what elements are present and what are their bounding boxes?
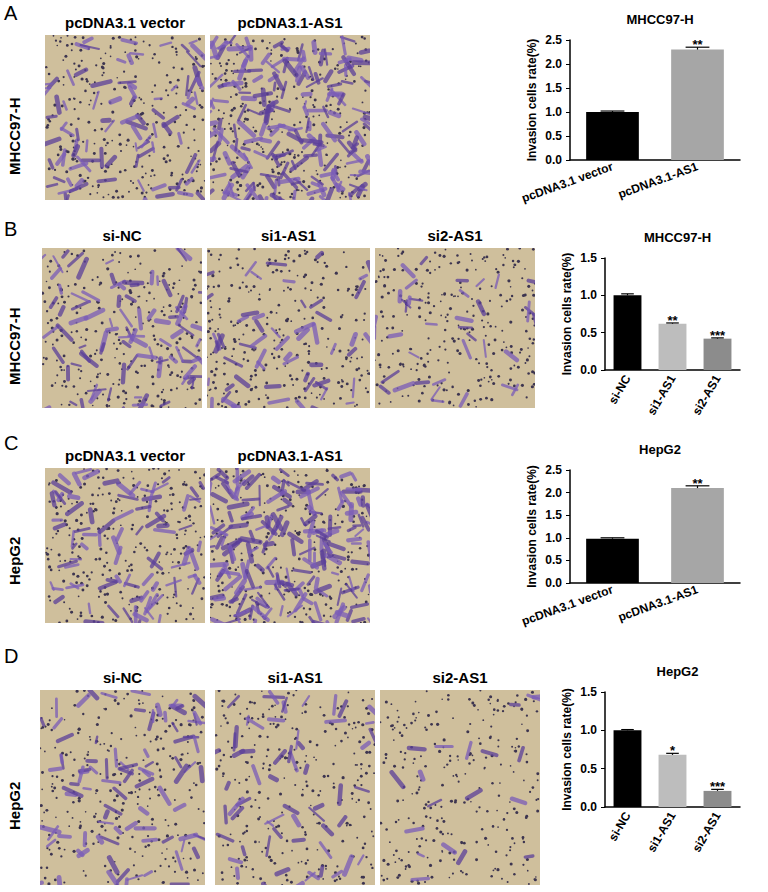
svg-text:HepG2: HepG2 (657, 664, 699, 679)
svg-text:**: ** (667, 313, 678, 328)
svg-text:2.0: 2.0 (545, 486, 562, 500)
svg-text:Invasion cells rate(%): Invasion cells rate(%) (560, 253, 574, 376)
svg-text:1.0: 1.0 (580, 288, 597, 302)
html-text:B: B (4, 218, 18, 240)
svg-text:si2-AS1: si2-AS1 (689, 809, 723, 854)
svg-text:0.5: 0.5 (580, 326, 597, 340)
svg-text:1.5: 1.5 (545, 508, 562, 522)
html-text:si-NC: si-NC (102, 669, 143, 686)
svg-text:si-NC: si-NC (606, 372, 634, 406)
html-text:D: D (4, 645, 19, 667)
svg-text:si1-AS1: si1-AS1 (644, 372, 678, 417)
svg-text:pcDNA3.1 vector: pcDNA3.1 vector (520, 159, 615, 205)
svg-text:pcDNA3.1-AS1: pcDNA3.1-AS1 (616, 159, 700, 201)
svg-text:MHCC97-H: MHCC97-H (626, 12, 693, 27)
svg-text:0.0: 0.0 (545, 576, 562, 590)
svg-text:si-NC: si-NC (606, 809, 634, 843)
svg-text:Invasion cells rate(%): Invasion cells rate(%) (525, 39, 539, 162)
svg-text:***: *** (710, 328, 726, 343)
svg-text:Invasion cells rate(%): Invasion cells rate(%) (525, 465, 539, 588)
svg-text:2.5: 2.5 (545, 463, 562, 477)
svg-text:2.0: 2.0 (545, 57, 562, 71)
svg-text:0.0: 0.0 (580, 800, 597, 814)
svg-text:0.0: 0.0 (580, 363, 597, 377)
svg-text:1.5: 1.5 (580, 685, 597, 699)
html-text:pcDNA3.1-AS1: pcDNA3.1-AS1 (237, 14, 343, 31)
html-text:si2-AS1: si2-AS1 (432, 669, 488, 686)
svg-text:1.0: 1.0 (580, 723, 597, 737)
svg-text:Invasion cells rate(%): Invasion cells rate(%) (560, 688, 574, 811)
svg-text:si2-AS1: si2-AS1 (689, 372, 723, 417)
html-text:A: A (4, 2, 18, 24)
html-text:HepG2: HepG2 (6, 781, 23, 830)
html-text:si-NC: si-NC (102, 227, 142, 244)
svg-text:0.0: 0.0 (545, 153, 562, 167)
html-text:si1-AS1: si1-AS1 (267, 669, 323, 686)
svg-text:pcDNA3.1-AS1: pcDNA3.1-AS1 (616, 582, 700, 624)
svg-text:1.0: 1.0 (545, 531, 562, 545)
html-text:C: C (4, 432, 19, 454)
svg-text:1.5: 1.5 (545, 81, 562, 95)
html-text:MHCC97-H: MHCC97-H (6, 307, 23, 385)
svg-text:1.5: 1.5 (580, 251, 597, 265)
svg-text:1.0: 1.0 (545, 105, 562, 119)
svg-text:0.5: 0.5 (545, 553, 562, 567)
svg-text:2.5: 2.5 (545, 33, 562, 47)
html-text:MHCC97-H: MHCC97-H (6, 97, 23, 175)
svg-text:**: ** (692, 37, 703, 52)
html-text:si2-AS1: si2-AS1 (427, 227, 483, 244)
svg-text:0.5: 0.5 (580, 762, 597, 776)
svg-text:*: * (670, 743, 676, 758)
html-text:si1-AS1: si1-AS1 (261, 227, 316, 244)
svg-text:MHCC97-H: MHCC97-H (644, 230, 711, 245)
svg-text:pcDNA3.1 vector: pcDNA3.1 vector (520, 582, 615, 628)
svg-text:0.5: 0.5 (545, 129, 562, 143)
html-text:HepG2: HepG2 (6, 536, 23, 585)
html-text:pcDNA3.1 vector: pcDNA3.1 vector (65, 14, 185, 31)
html-text:pcDNA3.1-AS1: pcDNA3.1-AS1 (237, 447, 343, 464)
html-text:pcDNA3.1 vector: pcDNA3.1 vector (65, 447, 185, 464)
svg-text:**: ** (692, 476, 703, 491)
svg-text:HepG2: HepG2 (639, 442, 681, 457)
svg-text:si1-AS1: si1-AS1 (644, 809, 678, 854)
svg-text:***: *** (710, 779, 726, 794)
